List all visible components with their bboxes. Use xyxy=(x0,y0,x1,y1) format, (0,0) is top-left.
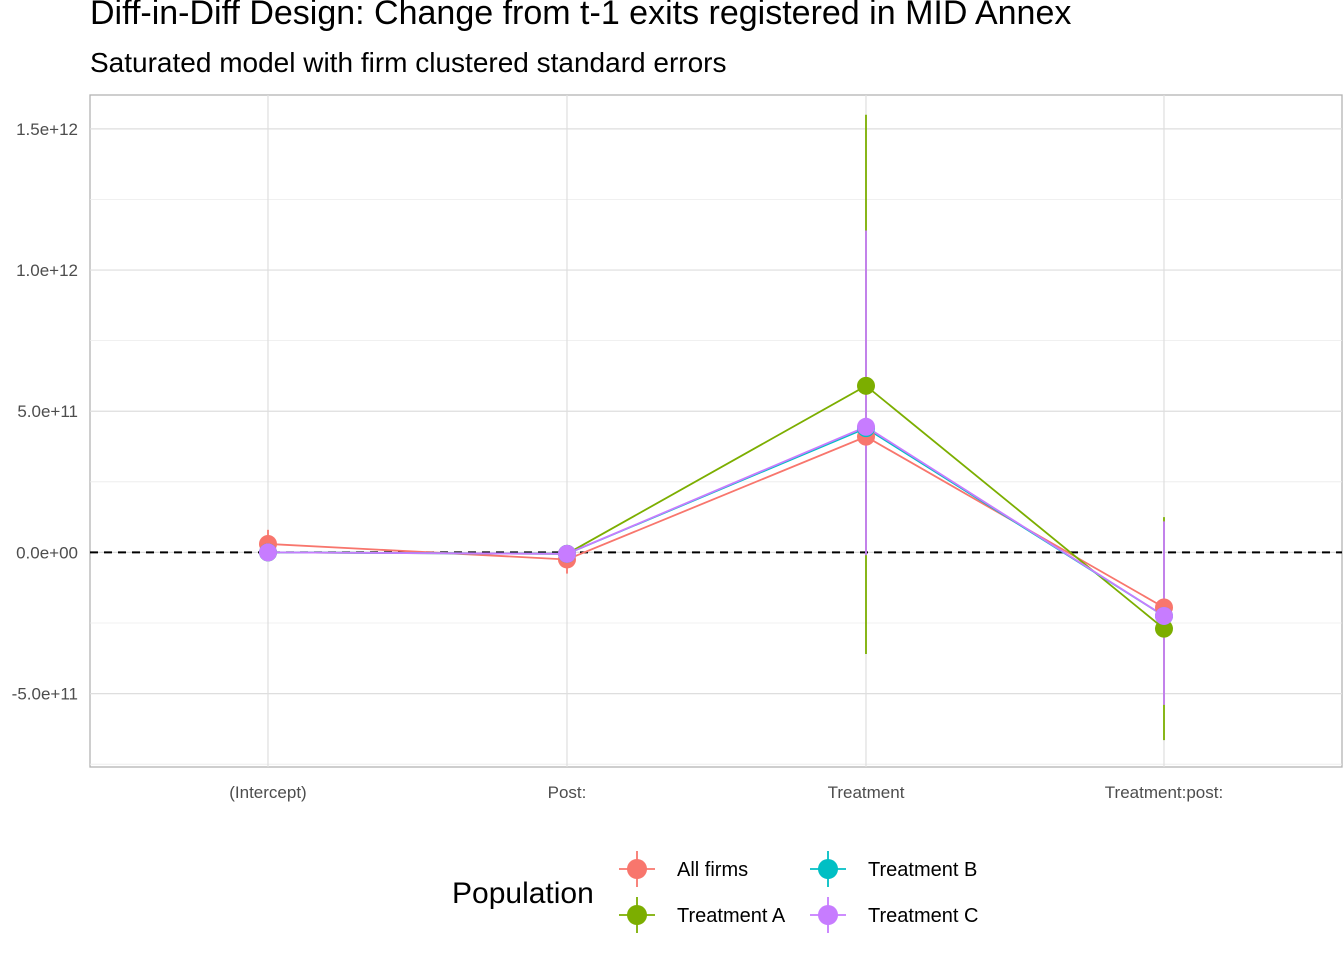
data-point xyxy=(1155,619,1173,638)
legend-item: Treatment A xyxy=(619,897,786,933)
x-tick-label: Post: xyxy=(548,783,587,802)
minor-gridlines xyxy=(90,199,1342,765)
data-point xyxy=(259,543,277,562)
data-point xyxy=(1155,606,1173,625)
y-tick-label: 5.0e+11 xyxy=(17,402,78,421)
x-axis: (Intercept) Post: Treatment Treatment:post: xyxy=(229,783,1223,802)
legend-item: Treatment C xyxy=(810,897,978,933)
series-lines xyxy=(267,384,1165,630)
legend-item: All firms xyxy=(619,851,748,887)
series-line xyxy=(267,425,1165,617)
y-tick-label: 1.5e+12 xyxy=(16,120,78,139)
plot-panel xyxy=(89,94,1343,768)
x-tick-label: Treatment:post: xyxy=(1105,783,1223,802)
series-points xyxy=(259,376,1173,638)
legend-item: Treatment B xyxy=(810,851,977,887)
legend-label: All firms xyxy=(677,859,748,881)
legend-key-point xyxy=(818,859,838,879)
chart-subtitle: Saturated model with firm clustered stan… xyxy=(90,47,727,78)
y-tick-label: 1.0e+12 xyxy=(16,261,78,280)
legend-title: Population xyxy=(452,877,594,910)
legend-label: Treatment C xyxy=(868,905,978,927)
chart-title: Diff-in-Diff Design: Change from t-1 exi… xyxy=(90,0,1072,32)
x-tick-label: (Intercept) xyxy=(229,783,306,802)
legend-label: Treatment B xyxy=(868,859,977,881)
legend: Population All firms Treatment A Treatment… xyxy=(452,851,978,933)
data-point xyxy=(558,544,576,563)
y-tick-label: -5.0e+11 xyxy=(12,685,78,704)
data-point xyxy=(857,417,875,436)
y-axis: -5.0e+11 0.0e+00 5.0e+11 1.0e+12 1.5e+12 xyxy=(12,120,78,704)
y-tick-label: 0.0e+00 xyxy=(16,543,78,562)
x-tick-label: Treatment xyxy=(828,783,905,802)
legend-key-point xyxy=(818,905,838,925)
data-point xyxy=(857,376,875,395)
legend-label: Treatment A xyxy=(677,905,786,927)
legend-key-point xyxy=(627,905,647,925)
legend-key-point xyxy=(627,859,647,879)
